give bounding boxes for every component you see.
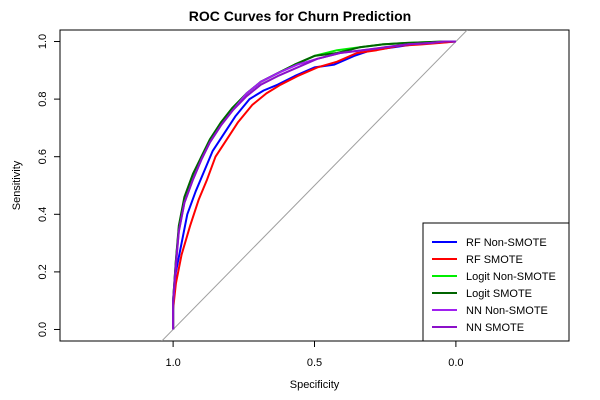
roc-curve-rf-smote bbox=[172, 40, 456, 330]
legend-label: Logit Non-SMOTE bbox=[466, 271, 556, 283]
x-tick-label: 1.0 bbox=[165, 357, 180, 369]
x-tick-label: 0.0 bbox=[448, 357, 463, 369]
y-tick-label: 0.0 bbox=[37, 322, 49, 337]
legend-label: RF Non-SMOTE bbox=[466, 237, 547, 249]
x-tick-label: 0.5 bbox=[307, 357, 322, 369]
y-tick-label: 0.4 bbox=[37, 207, 49, 222]
legend-label: RF SMOTE bbox=[466, 254, 523, 266]
legend-label: NN SMOTE bbox=[466, 322, 524, 334]
y-tick-label: 0.8 bbox=[37, 91, 49, 106]
y-tick-label: 0.2 bbox=[37, 264, 49, 279]
legend-label: Logit SMOTE bbox=[466, 288, 532, 300]
chart-title: ROC Curves for Churn Prediction bbox=[188, 8, 412, 24]
y-axis-label: Sensitivity bbox=[11, 160, 23, 210]
legend-label: NN Non-SMOTE bbox=[466, 305, 548, 317]
y-tick-label: 1.0 bbox=[37, 34, 49, 49]
y-tick-label: 0.6 bbox=[37, 149, 49, 164]
roc-curve-nn-smote bbox=[172, 40, 456, 330]
x-axis-label: Specificity bbox=[290, 379, 340, 391]
diagonal-reference-line bbox=[161, 30, 468, 341]
